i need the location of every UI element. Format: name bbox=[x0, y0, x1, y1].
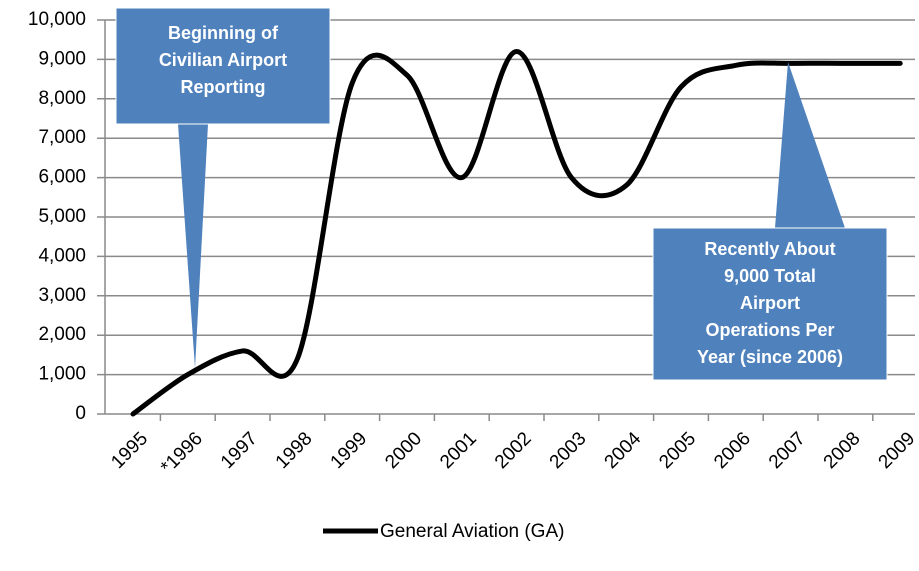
y-tick-label: 4,000 bbox=[38, 245, 86, 266]
y-tick-label: 1,000 bbox=[38, 364, 86, 385]
x-tick-label: 2007 bbox=[765, 428, 810, 473]
x-tick-label: 1997 bbox=[217, 428, 262, 473]
callout-text: Recently About bbox=[704, 239, 835, 259]
x-tick-label: 2004 bbox=[601, 428, 646, 473]
x-tick-label: 2009 bbox=[875, 428, 919, 473]
x-tick-label: 2005 bbox=[655, 428, 700, 473]
callout: Beginning of Civilian Airport Reporting bbox=[115, 7, 331, 368]
callout-text: Beginning of bbox=[168, 23, 279, 43]
x-tick-label: 2008 bbox=[820, 428, 865, 473]
x-tick-label: 2002 bbox=[491, 428, 536, 473]
legend-label: General Aviation (GA) bbox=[380, 521, 564, 542]
callout-text: Operations Per bbox=[705, 320, 834, 340]
callout-text: Year (since 2006) bbox=[697, 347, 843, 367]
y-tick-label: 5,000 bbox=[38, 206, 86, 227]
y-tick-label: 7,000 bbox=[38, 127, 86, 148]
x-tick-label: 1995 bbox=[107, 428, 152, 473]
y-tick-label: 9,000 bbox=[38, 48, 86, 69]
x-tick-label: 2003 bbox=[546, 428, 591, 473]
callout-pointer bbox=[775, 62, 845, 228]
callout-text: 9,000 Total bbox=[724, 266, 816, 286]
callout: Recently About 9,000 Total Airport Operatio… bbox=[652, 62, 888, 381]
callout-box bbox=[652, 227, 888, 381]
y-tick-label: 3,000 bbox=[38, 285, 86, 306]
callout-text: Airport bbox=[740, 293, 800, 313]
callout-text: Reporting bbox=[181, 77, 266, 97]
x-tick-label: 1999 bbox=[327, 428, 372, 473]
x-tick-label: 2001 bbox=[436, 428, 481, 473]
y-tick-label: 2,000 bbox=[38, 324, 86, 345]
x-tick-label: 1998 bbox=[272, 428, 317, 473]
y-tick-label: 8,000 bbox=[38, 88, 86, 109]
callout-box bbox=[115, 7, 331, 125]
y-tick-label: 6,000 bbox=[38, 167, 86, 188]
y-tick-label: 10,000 bbox=[28, 9, 86, 30]
x-tick-label: *1996 bbox=[157, 428, 207, 478]
x-tick-label: 2006 bbox=[710, 428, 755, 473]
callout-pointer bbox=[178, 124, 208, 368]
series-line bbox=[130, 49, 903, 417]
x-tick-label: 2000 bbox=[381, 428, 426, 473]
callout-text: Civilian Airport bbox=[159, 50, 287, 70]
y-tick-label: 0 bbox=[75, 403, 86, 424]
